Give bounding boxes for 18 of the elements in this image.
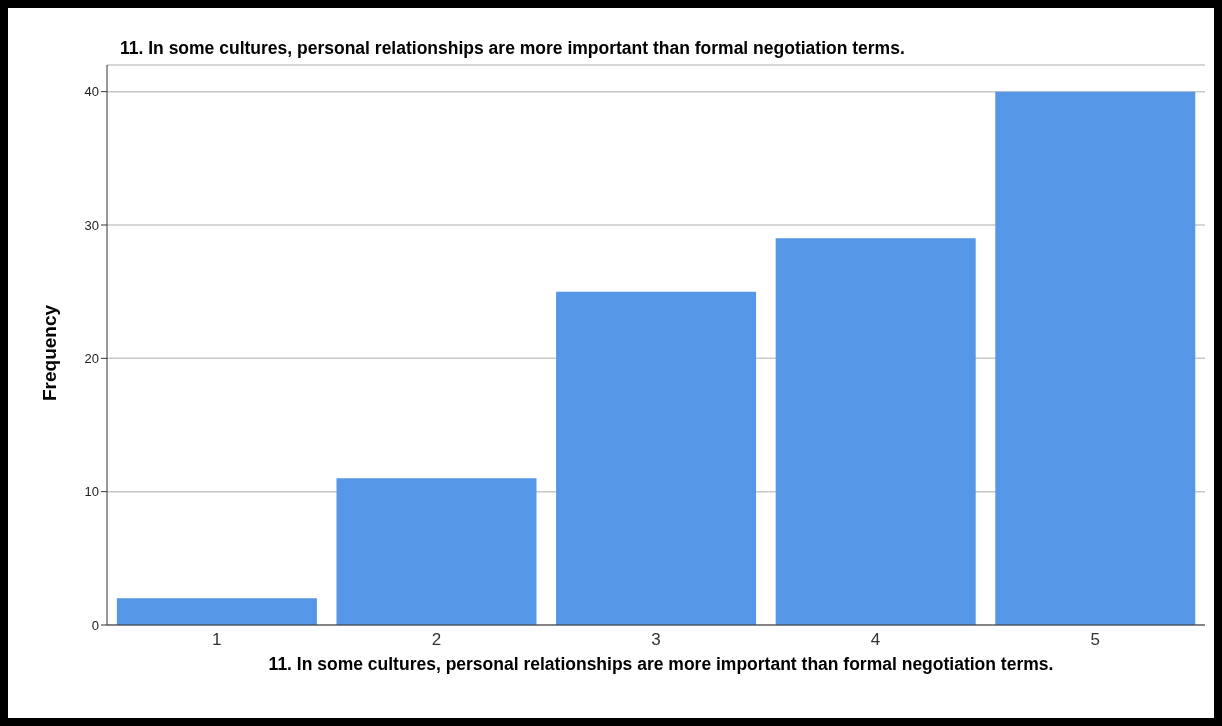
x-tick-label: 2	[431, 630, 442, 650]
y-tick-label: 40	[84, 84, 99, 100]
x-tick-label: 1	[212, 630, 222, 650]
x-tick-label: 3	[651, 630, 661, 650]
y-tick-label: 20	[84, 350, 99, 366]
bar	[336, 478, 537, 625]
y-axis-title: Frequency	[39, 304, 61, 402]
bar	[995, 91, 1196, 625]
y-tick-label: 0	[91, 617, 99, 633]
x-tick-label: 4	[870, 630, 881, 650]
bar	[556, 291, 757, 625]
bar	[116, 598, 317, 625]
chart-title: 11. In some cultures, personal relationships are more important than formal negotiation terms.	[120, 38, 905, 59]
bar	[775, 238, 976, 625]
x-axis-title: 11. In some cultures, personal relationships are more important than formal negotiation terms.	[267, 654, 1055, 675]
y-tick-label: 10	[84, 484, 99, 500]
x-tick-label: 5	[1090, 630, 1100, 650]
y-tick-label: 30	[84, 217, 99, 233]
